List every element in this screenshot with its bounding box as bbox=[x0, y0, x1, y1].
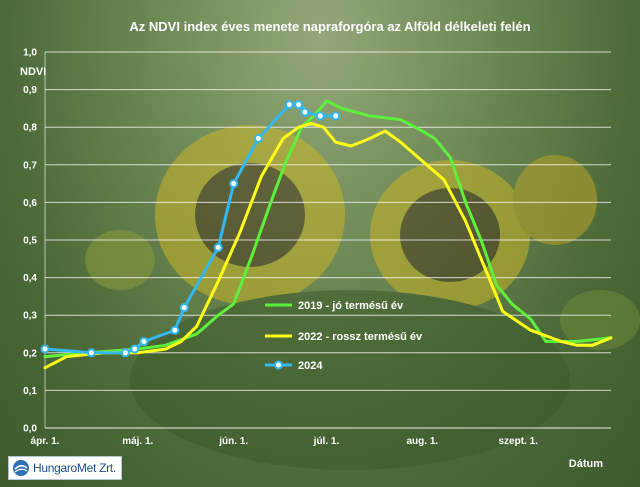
logo-text: HungaroMet Zrt. bbox=[33, 461, 116, 475]
data-point bbox=[120, 348, 130, 358]
data-point bbox=[284, 100, 294, 110]
y-tick-label: 0,3 bbox=[23, 311, 37, 322]
data-point bbox=[86, 348, 96, 358]
y-axis-tick-labels: 0,0 0,1 0,2 0,3 0,4 0,5 0,6 0,7 0,8 0,9 1,0 bbox=[23, 48, 37, 435]
data-point bbox=[213, 243, 223, 253]
y-tick-label: 0,9 bbox=[23, 85, 37, 96]
series-line-1 bbox=[43, 121, 613, 370]
y-tick-label: 1,0 bbox=[23, 48, 37, 59]
x-tick-label: ápr. 1. bbox=[31, 436, 60, 447]
x-tick-label: jún. 1. bbox=[218, 436, 248, 447]
x-tick-label: máj. 1. bbox=[122, 436, 153, 447]
x-axis-label: Dátum bbox=[569, 458, 603, 470]
data-point bbox=[294, 100, 304, 110]
series-line-0 bbox=[43, 99, 613, 359]
y-tick-label: 0,5 bbox=[23, 236, 37, 247]
y-tick-label: 0,1 bbox=[23, 386, 37, 397]
legend-label-2024: 2024 bbox=[298, 360, 323, 372]
x-tick-label: aug. 1. bbox=[406, 436, 438, 447]
gridlines bbox=[44, 51, 611, 429]
chart-title: Az NDVI index éves menete napraforgóra a… bbox=[129, 19, 530, 34]
legend-label-2022: 2022 - rossz termésű év bbox=[298, 331, 423, 343]
data-point bbox=[300, 107, 310, 117]
data-point bbox=[253, 133, 263, 143]
data-point bbox=[229, 179, 239, 189]
x-tick-label: szept. 1. bbox=[498, 436, 538, 447]
hungaromet-logo: HungaroMet Zrt. bbox=[8, 456, 122, 480]
data-point bbox=[40, 344, 50, 354]
data-point bbox=[130, 344, 140, 354]
data-point bbox=[179, 303, 189, 313]
y-tick-label: 0,7 bbox=[23, 160, 37, 171]
data-point bbox=[315, 111, 325, 121]
y-axis-label: NDVI bbox=[20, 66, 46, 78]
y-tick-label: 0,2 bbox=[23, 348, 37, 359]
data-point bbox=[139, 337, 149, 347]
globe-icon bbox=[13, 460, 29, 476]
legend: 2019 - jó termésű év 2022 - rossz termés… bbox=[265, 300, 423, 372]
y-tick-label: 0,4 bbox=[23, 273, 37, 284]
y-tick-label: 0,6 bbox=[23, 198, 37, 209]
y-tick-label: 0,8 bbox=[23, 123, 37, 134]
legend-marker-2024 bbox=[274, 360, 283, 370]
series-lines bbox=[40, 99, 613, 370]
y-tick-label: 0,0 bbox=[23, 424, 37, 435]
x-axis-tick-labels: ápr. 1. máj. 1. jún. 1. júl. 1. aug. 1. szept… bbox=[31, 436, 539, 447]
data-point bbox=[170, 325, 180, 335]
legend-label-2019: 2019 - jó termésű év bbox=[298, 300, 404, 312]
x-tick-label: júl. 1. bbox=[313, 436, 340, 447]
data-point bbox=[331, 111, 341, 121]
